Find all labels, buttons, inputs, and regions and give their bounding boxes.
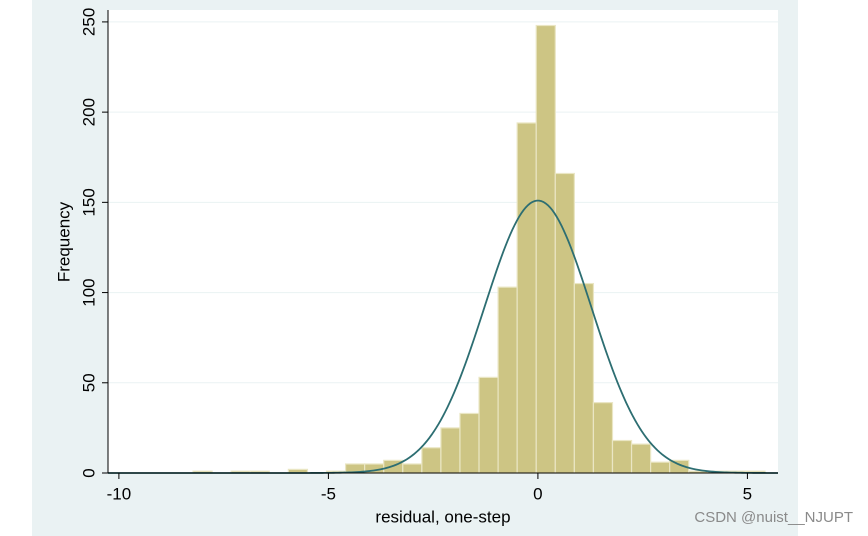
x-axis-label: residual, one-step (375, 507, 510, 526)
bar (630, 443, 652, 474)
x-tick-label: 5 (743, 484, 752, 503)
bar (516, 122, 537, 474)
bar (497, 286, 518, 474)
bar (402, 463, 423, 474)
bar (650, 461, 671, 474)
bar (459, 412, 480, 474)
y-tick-label: 250 (79, 8, 98, 36)
bar (592, 402, 614, 474)
bar (478, 376, 499, 474)
x-tick-label: -10 (107, 484, 132, 503)
bar (421, 447, 442, 474)
y-tick-label: 100 (79, 278, 98, 306)
x-tick-label: 0 (533, 484, 542, 503)
bar (611, 439, 633, 474)
y-axis-label: Frequency (54, 201, 73, 282)
y-tick-label: 150 (79, 188, 98, 216)
x-tick-label: -5 (321, 484, 336, 503)
bar (440, 427, 461, 474)
plot-region (108, 10, 778, 473)
y-tick-label: 50 (79, 373, 98, 392)
y-tick-label: 0 (79, 468, 98, 477)
bar (573, 282, 595, 474)
watermark: CSDN @nuist__NJUPT (694, 509, 853, 526)
plot-layer: 0 50 100 150 200 250 -10 -5 0 5 (79, 8, 778, 503)
y-tick-label: 200 (79, 98, 98, 126)
bar (535, 24, 556, 474)
